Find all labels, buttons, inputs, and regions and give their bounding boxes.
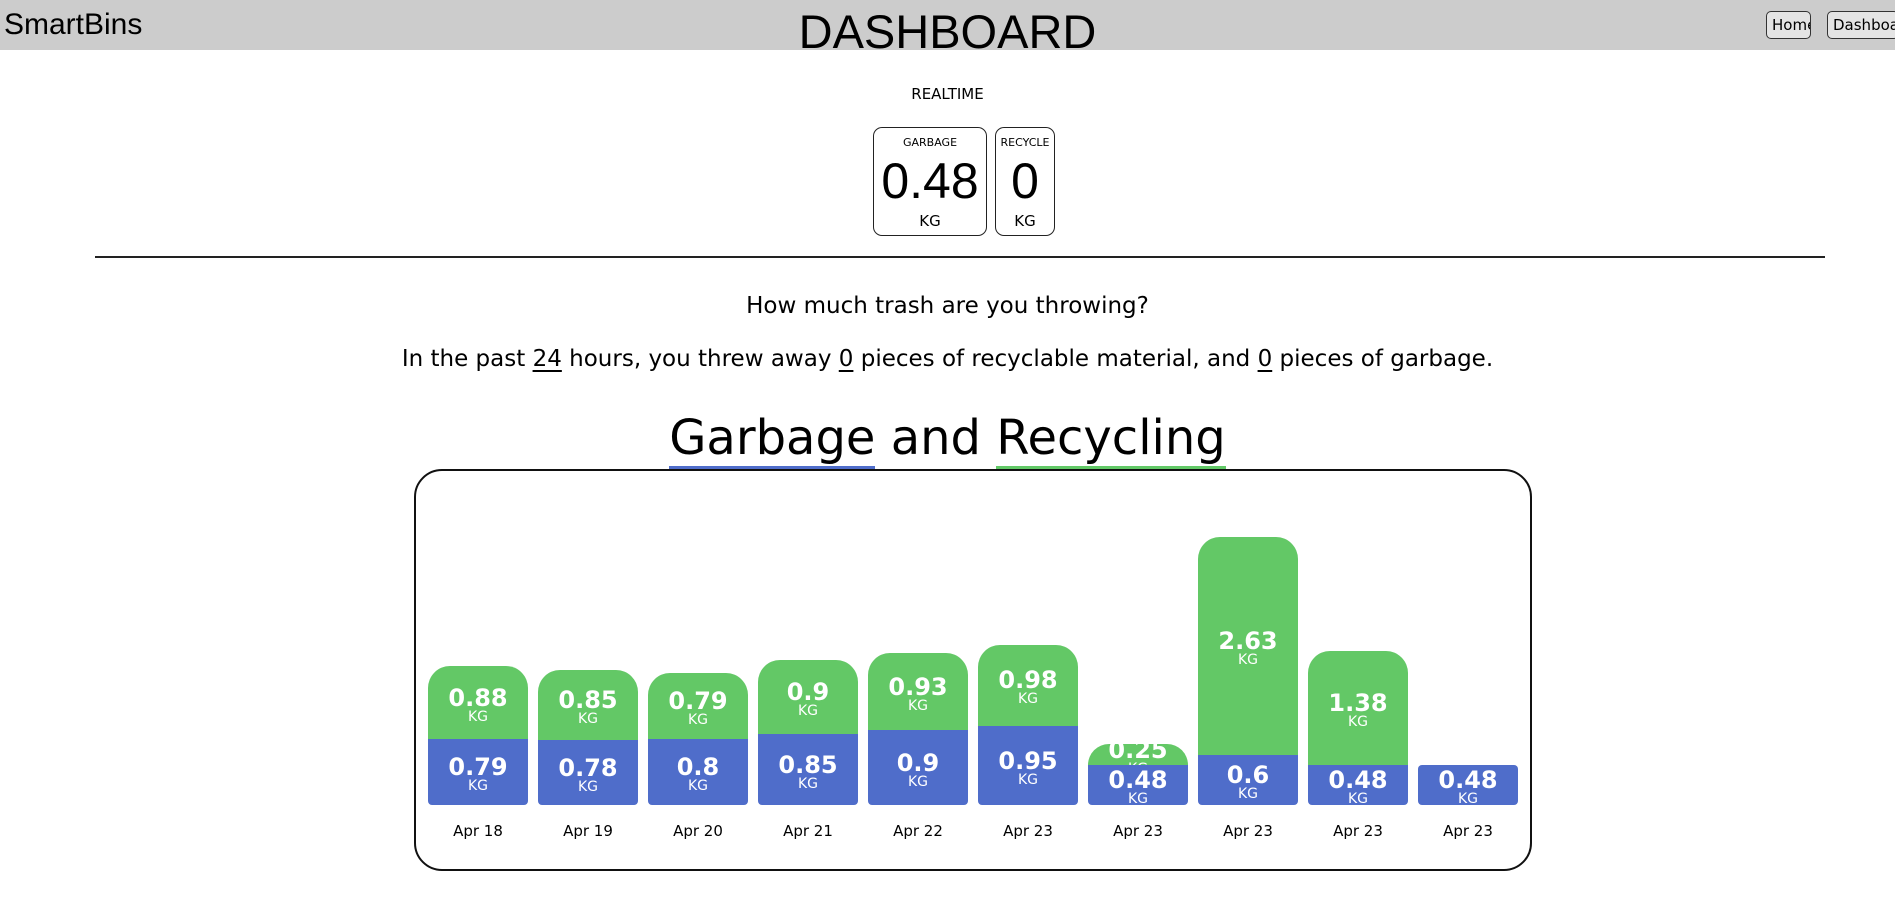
recycling-unit-label: KG — [1237, 652, 1259, 669]
recycling-unit-label: KG — [687, 711, 709, 728]
realtime-garbage-card: GARBAGE 0.48 KG — [873, 127, 987, 236]
garbage-bar-segment: 0.6 KG — [1198, 755, 1298, 805]
summary-sentence: In the past 24 hours, you threw away 0 p… — [401, 346, 1494, 372]
page-title: DASHBOARD — [798, 5, 1097, 58]
nav-home-button[interactable]: Home — [1766, 11, 1811, 39]
card-unit: KG — [919, 212, 941, 230]
recycling-value-label: 0.93 — [888, 672, 948, 701]
recycling-unit-label: KG — [797, 703, 819, 720]
x-axis-date-label: Apr 21 — [783, 822, 833, 840]
recycling-bar-segment: 1.38 KG — [1308, 650, 1408, 766]
garbage-value-label: 0.8 — [676, 752, 720, 781]
garbage-bar-segment: 0.9 KG — [868, 730, 968, 805]
summary-question: How much trash are you throwing? — [746, 293, 1149, 319]
garbage-value-label: 0.48 — [1108, 766, 1168, 795]
card-title: GARBAGE — [902, 136, 958, 149]
garbage-value-label: 0.48 — [1438, 766, 1498, 795]
garbage-unit-label: KG — [907, 773, 929, 790]
recycling-bar-segment: 0.98 KG — [978, 644, 1078, 727]
garbage-bar-segment: 0.48 KG — [1088, 765, 1188, 805]
garbage-unit-label: KG — [1017, 771, 1039, 788]
card-unit: KG — [1014, 212, 1036, 230]
garbage-bar-segment: 0.8 KG — [648, 738, 748, 805]
garbage-bar-segment: 0.79 KG — [428, 739, 528, 805]
realtime-label: REALTIME — [911, 85, 984, 103]
chart-title: Garbage and Recycling — [0, 408, 1895, 470]
garbage-value-label: 0.85 — [778, 750, 838, 779]
recycling-unit-label: KG — [1088, 761, 1188, 765]
recycling-bar-segment: 0.93 KG — [868, 653, 968, 731]
x-axis-date-label: Apr 23 — [1003, 822, 1053, 840]
recycling-bar-segment: 0.79 KG — [648, 673, 748, 739]
garbage-value-label: 0.78 — [558, 753, 618, 782]
recycling-bar-segment: 0.88 KG — [428, 666, 528, 740]
x-axis-date-label: Apr 20 — [673, 822, 723, 840]
garbage-bar-segment: 0.48 KG — [1308, 765, 1408, 805]
recycling-value-label: 0.79 — [668, 686, 728, 715]
hours-value: 24 — [532, 346, 562, 372]
card-value: 0 — [1011, 153, 1039, 209]
garbage-unit-label: KG — [1457, 791, 1479, 805]
recycling-value-label: 0.85 — [558, 685, 618, 714]
x-axis-date-label: Apr 23 — [1113, 822, 1163, 840]
garbage-value-label: 0.48 — [1328, 766, 1388, 795]
garbage-bar-segment: 0.78 KG — [538, 740, 638, 805]
recyclable-count: 0 — [838, 346, 854, 372]
recycling-value-label: 0.25 — [1108, 744, 1168, 764]
garbage-value-label: 0.79 — [448, 753, 508, 782]
garbage-unit-label: KG — [577, 778, 599, 795]
recycling-bar-segment: 0.85 KG — [538, 669, 638, 741]
garbage-unit-label: KG — [1237, 786, 1259, 803]
recycling-bar-segment: 0.25KG — [1088, 744, 1188, 766]
top-bar: SmartBins DASHBOARD Home Dashboa — [0, 0, 1895, 58]
brand-logo-text[interactable]: SmartBins — [4, 8, 143, 41]
recycling-unit-label: KG — [1017, 691, 1039, 708]
recycling-unit-label: KG — [1347, 713, 1369, 730]
garbage-value-label: 0.6 — [1226, 761, 1270, 790]
x-axis-date-label: Apr 23 — [1443, 822, 1493, 840]
garbage-unit-label: KG — [687, 777, 709, 794]
recycling-bar-segment: 0.9 KG — [758, 659, 858, 735]
section-divider — [95, 256, 1825, 258]
recycling-unit-label: KG — [907, 697, 929, 714]
recycling-value-label: 0.88 — [448, 683, 508, 712]
x-axis-date-label: Apr 23 — [1333, 822, 1383, 840]
garbage-bar-segment: 0.85 KG — [758, 734, 858, 805]
garbage-count: 0 — [1257, 346, 1273, 372]
card-value: 0.48 — [881, 153, 979, 209]
nav-dashboard-button[interactable]: Dashboa — [1827, 11, 1895, 39]
chart-title-garbage: Garbage — [669, 410, 876, 470]
garbage-value-label: 0.9 — [896, 748, 940, 777]
x-axis-date-label: Apr 22 — [893, 822, 943, 840]
garbage-unit-label: KG — [1347, 791, 1369, 805]
x-axis-date-label: Apr 18 — [453, 822, 503, 840]
recycling-bar-segment: 2.63 KG — [1198, 536, 1298, 756]
card-title: RECYCLE — [1000, 136, 1050, 149]
stacked-bar-chart — [414, 469, 1532, 871]
x-axis-date-label: Apr 23 — [1223, 822, 1273, 840]
realtime-recycle-card: RECYCLE 0 KG — [995, 127, 1055, 236]
garbage-unit-label: KG — [467, 778, 489, 795]
chart-title-recycling: Recycling — [996, 410, 1226, 470]
recycling-unit-label: KG — [467, 708, 489, 725]
recycling-value-label: 2.63 — [1218, 627, 1278, 656]
x-axis-date-label: Apr 19 — [563, 822, 613, 840]
garbage-value-label: 0.95 — [998, 746, 1058, 775]
recycling-value-label: 0.9 — [786, 678, 830, 707]
garbage-bar-segment: 0.48 KG — [1418, 765, 1518, 805]
recycling-unit-label: KG — [577, 710, 599, 727]
recycling-value-label: 1.38 — [1328, 688, 1388, 717]
garbage-unit-label: KG — [797, 775, 819, 792]
garbage-unit-label: KG — [1127, 791, 1149, 805]
recycling-value-label: 0.98 — [998, 666, 1058, 695]
garbage-bar-segment: 0.95 KG — [978, 726, 1078, 805]
